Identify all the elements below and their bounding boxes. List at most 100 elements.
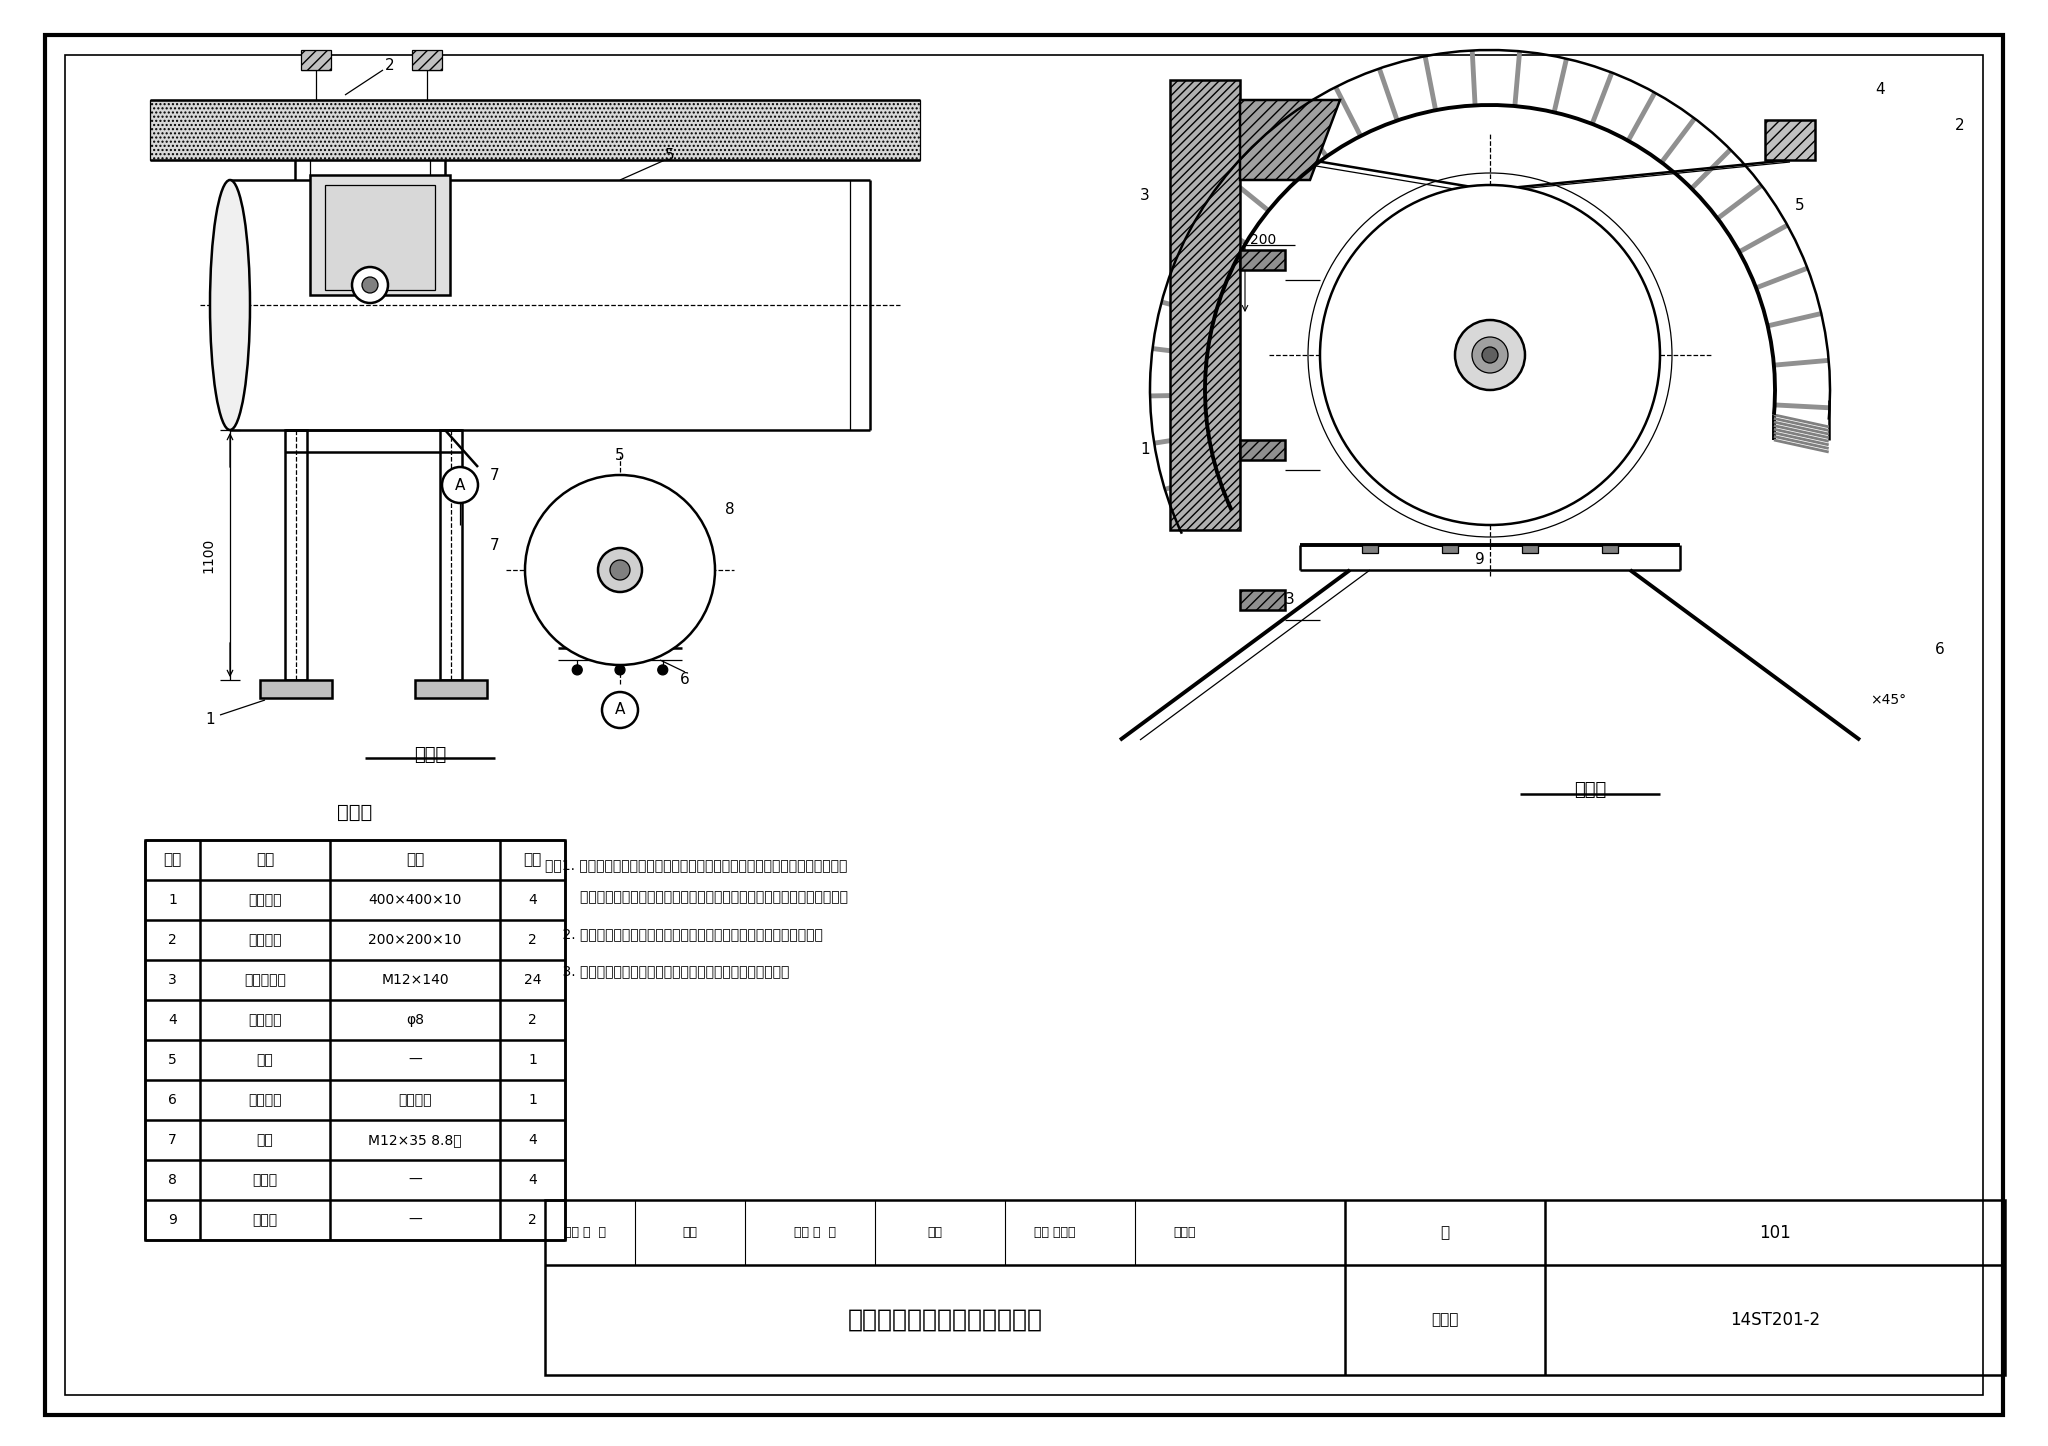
Text: 4: 4 bbox=[1876, 82, 1884, 97]
Text: 材料表: 材料表 bbox=[338, 803, 373, 821]
Bar bbox=[1239, 250, 1284, 270]
Text: 图集号: 图集号 bbox=[1432, 1313, 1458, 1327]
Text: —: — bbox=[408, 1213, 422, 1228]
Text: 螺栓: 螺栓 bbox=[256, 1134, 272, 1147]
Text: 3: 3 bbox=[1286, 593, 1294, 607]
Text: 安装支架: 安装支架 bbox=[248, 1093, 283, 1108]
Text: 6: 6 bbox=[1935, 642, 1946, 658]
Text: 9: 9 bbox=[1475, 552, 1485, 567]
Text: 审核 刘  燕: 审核 刘 燕 bbox=[563, 1226, 606, 1239]
Text: M12×140: M12×140 bbox=[381, 973, 449, 988]
Text: 1: 1 bbox=[528, 1093, 537, 1108]
Circle shape bbox=[610, 560, 631, 580]
Text: 2: 2 bbox=[528, 1014, 537, 1027]
Bar bbox=[416, 680, 487, 698]
Bar bbox=[285, 429, 307, 680]
Text: 2: 2 bbox=[168, 933, 176, 947]
Bar bbox=[1522, 545, 1538, 552]
Circle shape bbox=[657, 665, 668, 675]
Text: 斜燕: 斜燕 bbox=[682, 1226, 698, 1239]
Text: 减振器: 减振器 bbox=[252, 1173, 279, 1187]
Bar bbox=[301, 51, 332, 69]
Circle shape bbox=[571, 665, 582, 675]
Text: 5: 5 bbox=[1796, 198, 1804, 213]
Text: 9: 9 bbox=[168, 1213, 176, 1228]
Bar bbox=[1602, 545, 1618, 552]
Text: A: A bbox=[455, 477, 465, 493]
Text: 4: 4 bbox=[528, 894, 537, 907]
Text: 2: 2 bbox=[385, 58, 395, 72]
Text: 5: 5 bbox=[666, 147, 674, 162]
Text: 4: 4 bbox=[168, 1014, 176, 1027]
Bar bbox=[260, 680, 332, 698]
Text: 2: 2 bbox=[528, 933, 537, 947]
Text: 连接钢板: 连接钢板 bbox=[248, 894, 283, 907]
Text: 24: 24 bbox=[524, 973, 541, 988]
Text: 设计 杜永强: 设计 杜永强 bbox=[1034, 1226, 1075, 1239]
Bar bbox=[1239, 590, 1284, 610]
Bar bbox=[145, 840, 565, 1241]
Text: ×45°: ×45° bbox=[1870, 693, 1907, 707]
Text: 左视图: 左视图 bbox=[1573, 781, 1606, 800]
Text: 3: 3 bbox=[168, 973, 176, 988]
Text: 1: 1 bbox=[1141, 442, 1149, 457]
Text: 2. 风机耐高温时间、配用电机绝缘等级、防护等级由设计人员确定。: 2. 风机耐高温时间、配用电机绝缘等级、防护等级由设计人员确定。 bbox=[545, 927, 823, 941]
Text: 软钢丝绳: 软钢丝绳 bbox=[248, 1014, 283, 1027]
Circle shape bbox=[362, 278, 379, 294]
Text: 1: 1 bbox=[528, 1053, 537, 1067]
Text: 连接钢板: 连接钢板 bbox=[248, 933, 283, 947]
Text: 后切底锚栓: 后切底锚栓 bbox=[244, 973, 287, 988]
Text: 7: 7 bbox=[168, 1134, 176, 1147]
Text: —: — bbox=[408, 1173, 422, 1187]
Circle shape bbox=[442, 467, 477, 503]
Circle shape bbox=[524, 474, 715, 665]
Text: M12×35 8.8级: M12×35 8.8级 bbox=[369, 1134, 461, 1147]
Text: 页: 页 bbox=[1440, 1225, 1450, 1241]
Text: 5: 5 bbox=[614, 447, 625, 463]
Text: 风机: 风机 bbox=[256, 1053, 272, 1067]
Text: 1: 1 bbox=[168, 894, 176, 907]
Text: 4: 4 bbox=[528, 1134, 537, 1147]
Circle shape bbox=[1454, 320, 1526, 390]
Text: 2: 2 bbox=[1956, 117, 1964, 133]
Text: 厂家配套: 厂家配套 bbox=[397, 1093, 432, 1108]
Text: 400×400×10: 400×400×10 bbox=[369, 894, 461, 907]
Text: 注：1. 风机外壳设有接线盒、加油嘴、放油嘴，油嘴与接线盒位于机壳同一侧，: 注：1. 风机外壳设有接线盒、加油嘴、放油嘴，油嘴与接线盒位于机壳同一侧， bbox=[545, 857, 848, 872]
Bar bbox=[1765, 120, 1815, 161]
Circle shape bbox=[602, 693, 639, 727]
Text: 3: 3 bbox=[1141, 188, 1149, 202]
Text: 加强筋: 加强筋 bbox=[252, 1213, 279, 1228]
Text: 200×200×10: 200×200×10 bbox=[369, 933, 461, 947]
Text: 1100: 1100 bbox=[201, 538, 215, 573]
Text: 编号: 编号 bbox=[164, 853, 182, 868]
Text: 1: 1 bbox=[205, 713, 215, 727]
Text: —: — bbox=[408, 1053, 422, 1067]
Circle shape bbox=[1473, 337, 1507, 373]
Text: 主视图: 主视图 bbox=[414, 746, 446, 763]
Polygon shape bbox=[1169, 80, 1239, 531]
Text: 6: 6 bbox=[168, 1093, 176, 1108]
Bar bbox=[1442, 545, 1458, 552]
Text: 6: 6 bbox=[680, 672, 690, 687]
Text: 200: 200 bbox=[1249, 233, 1276, 247]
Bar bbox=[412, 51, 442, 69]
Circle shape bbox=[598, 548, 641, 591]
Bar bbox=[1362, 545, 1378, 552]
Circle shape bbox=[1483, 347, 1497, 363]
Text: φ8: φ8 bbox=[406, 1014, 424, 1027]
Bar bbox=[440, 429, 463, 680]
Text: 7: 7 bbox=[489, 467, 500, 483]
Text: 名称: 名称 bbox=[256, 853, 274, 868]
Text: 校对 李  勇: 校对 李 勇 bbox=[795, 1226, 836, 1239]
Circle shape bbox=[352, 268, 387, 304]
Text: 规格: 规格 bbox=[406, 853, 424, 868]
Text: 社承龙: 社承龙 bbox=[1174, 1226, 1196, 1239]
Circle shape bbox=[1321, 185, 1661, 525]
Bar bbox=[545, 1200, 2005, 1375]
Text: 射流风机马蹄形隧道侧壁安装: 射流风机马蹄形隧道侧壁安装 bbox=[848, 1309, 1042, 1332]
Text: 4: 4 bbox=[528, 1173, 537, 1187]
Text: 5: 5 bbox=[168, 1053, 176, 1067]
Text: 8: 8 bbox=[168, 1173, 176, 1187]
Text: 数量: 数量 bbox=[524, 853, 541, 868]
Polygon shape bbox=[1239, 100, 1339, 179]
